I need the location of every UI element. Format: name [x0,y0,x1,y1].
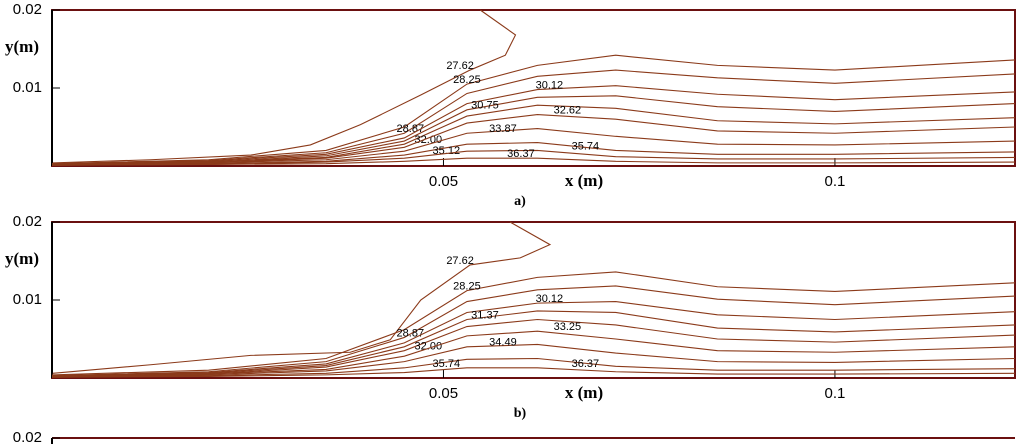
contour-label: 33.87 [489,123,517,135]
contour-line [51,54,1016,165]
x-axis-label: x (m) [565,383,603,402]
contour-line [51,157,1016,166]
caption: a) [514,194,526,209]
contour-label: 34.49 [489,337,517,349]
x-axis-label: x (m) [565,171,603,190]
contour-label: 35.12 [433,145,461,157]
contour-line [51,271,1016,376]
contour-label: 28.87 [397,123,425,135]
contour-line [52,221,552,374]
y-tick-label: 0.02 [13,213,42,230]
y-axis-label: y(m) [5,37,39,56]
contour-label: 32.62 [554,104,582,116]
contour-line [51,310,1016,377]
contour-label: 35.74 [572,140,600,152]
plot-frame [51,221,1016,379]
contour-label: 36.37 [572,358,600,370]
contour-label: 27.62 [446,255,474,267]
contour-label: 32.00 [415,134,443,146]
y-tick-label: 0.02 [13,1,42,18]
contour-line [51,330,1016,377]
contour-label: 33.25 [554,321,582,333]
contour-line [51,149,1016,166]
y-tick-label: 0.01 [13,79,42,96]
contour-label: 30.75 [471,100,499,112]
contour-label: 28.25 [453,74,481,86]
contour-line [52,9,517,164]
y-tick-label: 0.01 [13,291,42,308]
y-axis-label: y(m) [5,249,39,268]
contour-label: 35.74 [433,358,461,370]
x-tick-label: 0.05 [429,173,458,190]
contour-label: 30.12 [536,79,564,91]
contour-label: 31.37 [471,309,499,321]
contour-label: 36.37 [507,148,535,160]
contour-line [51,301,1016,377]
contour-line [51,85,1016,165]
contour-label: 30.12 [536,293,564,305]
contour-line [51,113,1016,165]
contour-line [51,128,1016,166]
contour-line [51,357,1016,378]
contour-label: 32.00 [415,341,443,353]
contour-line [51,142,1016,166]
x-tick-label: 0.1 [824,385,845,402]
y-tick-label: 0.02 [13,429,42,445]
x-tick-label: 0.1 [824,173,845,190]
contour-line [51,318,1016,377]
contour-label: 28.25 [453,281,481,293]
contour-label: 28.87 [397,327,425,339]
contour-line [51,95,1016,165]
contour-label: 27.62 [446,60,474,72]
contour-line [51,69,1016,165]
contour-line [51,104,1016,165]
x-tick-label: 0.05 [429,385,458,402]
contour-line [51,285,1016,377]
caption: b) [514,406,527,421]
contour-line [51,343,1016,378]
contour-line [51,367,1016,378]
